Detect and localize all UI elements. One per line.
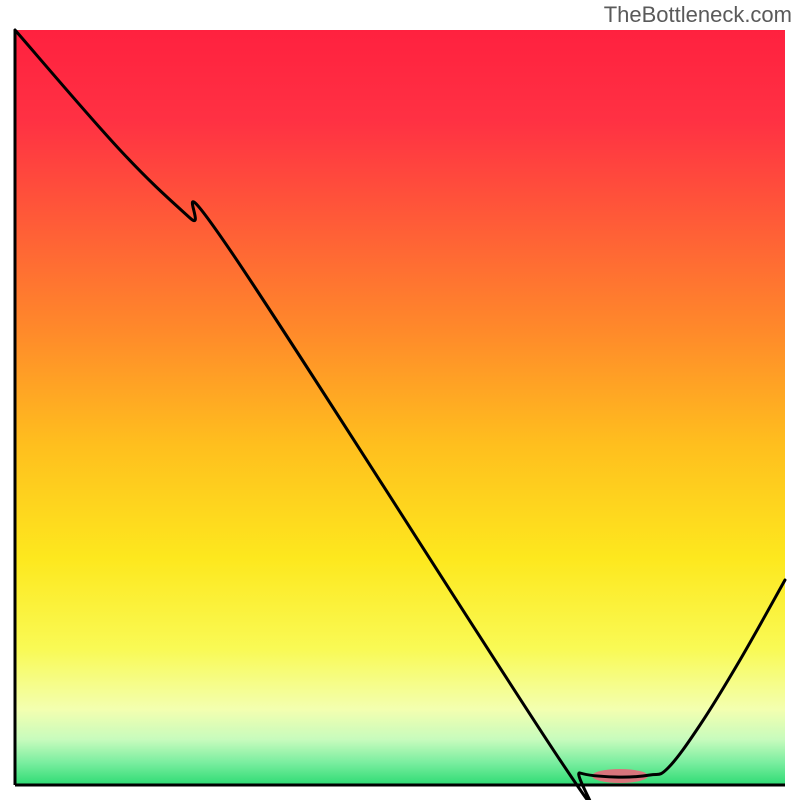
watermark-text: TheBottleneck.com [604,2,792,28]
chart-background [15,30,785,785]
bottleneck-chart [0,0,800,800]
